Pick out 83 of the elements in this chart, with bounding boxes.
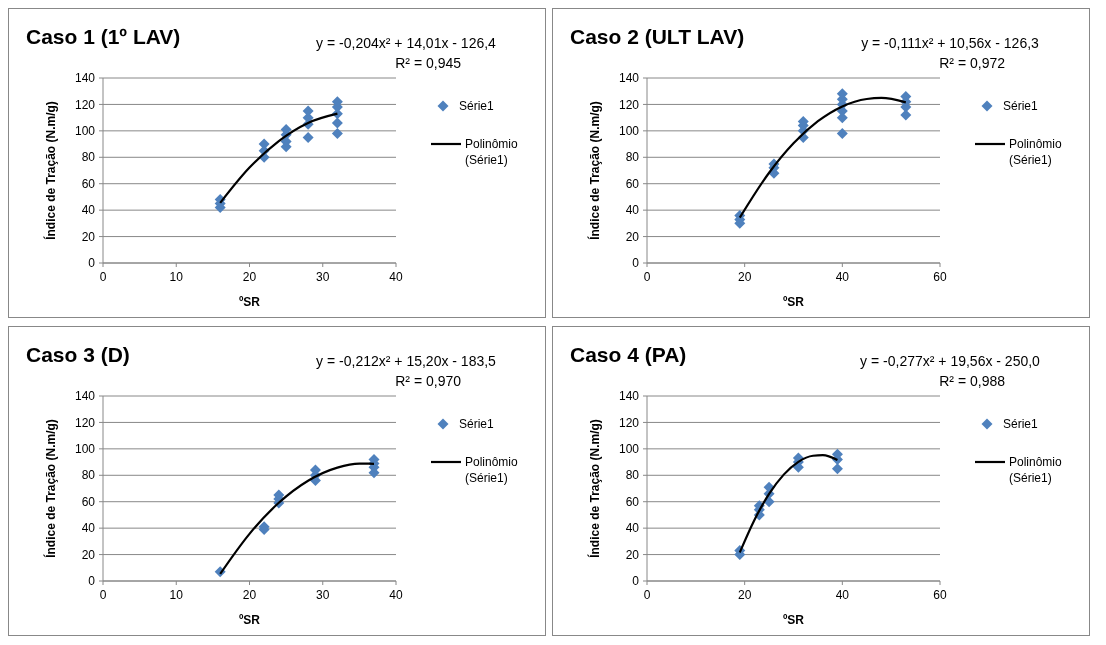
legend-label: Série1 [459,417,495,432]
x-axis-title: ºSR [238,613,261,627]
y-tick-label: 60 [81,494,96,509]
y-tick-label: 60 [81,176,96,191]
y-tick-label: 80 [81,150,96,165]
y-tick-label: 100 [74,124,96,139]
legend-label: Polinômio (Série1) [465,455,519,485]
y-tick-label: 40 [81,521,96,536]
chart-title: Caso 1 (1º LAV) [26,25,181,48]
y-tick-label: 60 [625,494,640,509]
x-tick-label: 0 [99,270,107,284]
y-tick-label: 140 [618,389,640,404]
legend-label: Série1 [459,99,495,114]
legend-label: Polinômio (Série1) [465,137,519,167]
text: R² = 0,972 [939,55,1006,71]
y-tick-label: 100 [618,124,640,139]
y-tick-label: 20 [81,547,96,562]
y-tick-label: 120 [618,415,640,430]
x-tick-label: 40 [835,588,850,602]
x-tick-label: 40 [835,270,850,284]
y-tick-label: 60 [625,176,640,191]
text: y = -0,111x² + 10,56x - 126,3 [861,35,1040,51]
legend-label: Polinômio (Série1) [1009,455,1063,485]
y-tick-label: 80 [625,468,640,483]
y-tick-label: 40 [625,521,640,536]
x-tick-label: 20 [242,270,257,284]
chart-title: Caso 3 (D) [26,343,130,366]
y-tick-label: 80 [625,150,640,165]
y-tick-label: 140 [74,389,96,404]
x-tick-label: 10 [169,588,184,602]
y-axis-title: Índice de Tração (N.m/g) [587,419,602,558]
x-tick-label: 0 [643,588,651,602]
legend-label: Série1 [1003,99,1039,114]
x-axis-title: ºSR [782,613,805,627]
x-tick-label: 60 [933,588,947,602]
x-tick-label: 40 [389,270,403,284]
y-tick-label: 0 [88,256,96,271]
x-tick-label: 30 [316,270,330,284]
point [302,131,314,143]
y-tick-label: 120 [74,97,96,112]
chart-title: Caso 2 (ULT LAV) [570,25,745,48]
y-tick-label: 0 [632,574,640,589]
point [836,128,848,139]
legend-label: Polinômio (Série1) [1009,137,1063,167]
y-axis-title: Índice de Tração (N.m/g) [587,101,602,240]
y-tick-label: 100 [618,442,640,457]
x-tick-label: 40 [389,588,403,602]
text: y = -0,277x² + 19,56x - 250,0 [860,353,1041,369]
x-tick-label: 0 [643,270,651,284]
text: R² = 0,970 [395,373,462,389]
y-tick-label: 40 [81,203,96,218]
y-tick-label: 120 [618,97,640,112]
y-tick-label: 80 [81,468,96,483]
x-tick-label: 10 [169,270,184,284]
y-tick-label: 120 [74,415,96,430]
point [331,117,343,129]
x-tick-label: 60 [933,270,947,284]
y-tick-label: 0 [632,256,640,271]
y-tick-label: 140 [618,71,640,86]
x-tick-label: 30 [316,588,330,602]
chart-title: Caso 4 (PA) [570,343,687,366]
x-tick-label: 20 [242,588,257,602]
x-tick-label: 20 [737,270,752,284]
x-tick-label: 0 [99,588,107,602]
y-tick-label: 20 [625,229,640,244]
y-tick-label: 140 [74,71,96,86]
y-tick-label: 20 [625,547,640,562]
y-tick-label: 40 [625,203,640,218]
y-tick-label: 100 [74,442,96,457]
x-axis-title: ºSR [782,295,805,309]
text: R² = 0,988 [939,373,1006,389]
legend-label: Série1 [1003,417,1039,432]
y-axis-title: Índice de Tração (N.m/g) [43,101,58,240]
y-tick-label: 0 [88,574,96,589]
x-axis-title: ºSR [238,295,261,309]
text: y = -0,212x² + 15,20x - 183,5 [316,353,497,369]
y-axis-title: Índice de Tração (N.m/g) [43,419,58,558]
x-tick-label: 20 [737,588,752,602]
text: R² = 0,945 [395,55,462,71]
text: y = -0,204x² + 14,01x - 126,4 [316,35,497,51]
point [331,128,343,139]
point [831,463,843,475]
y-tick-label: 20 [81,229,96,244]
